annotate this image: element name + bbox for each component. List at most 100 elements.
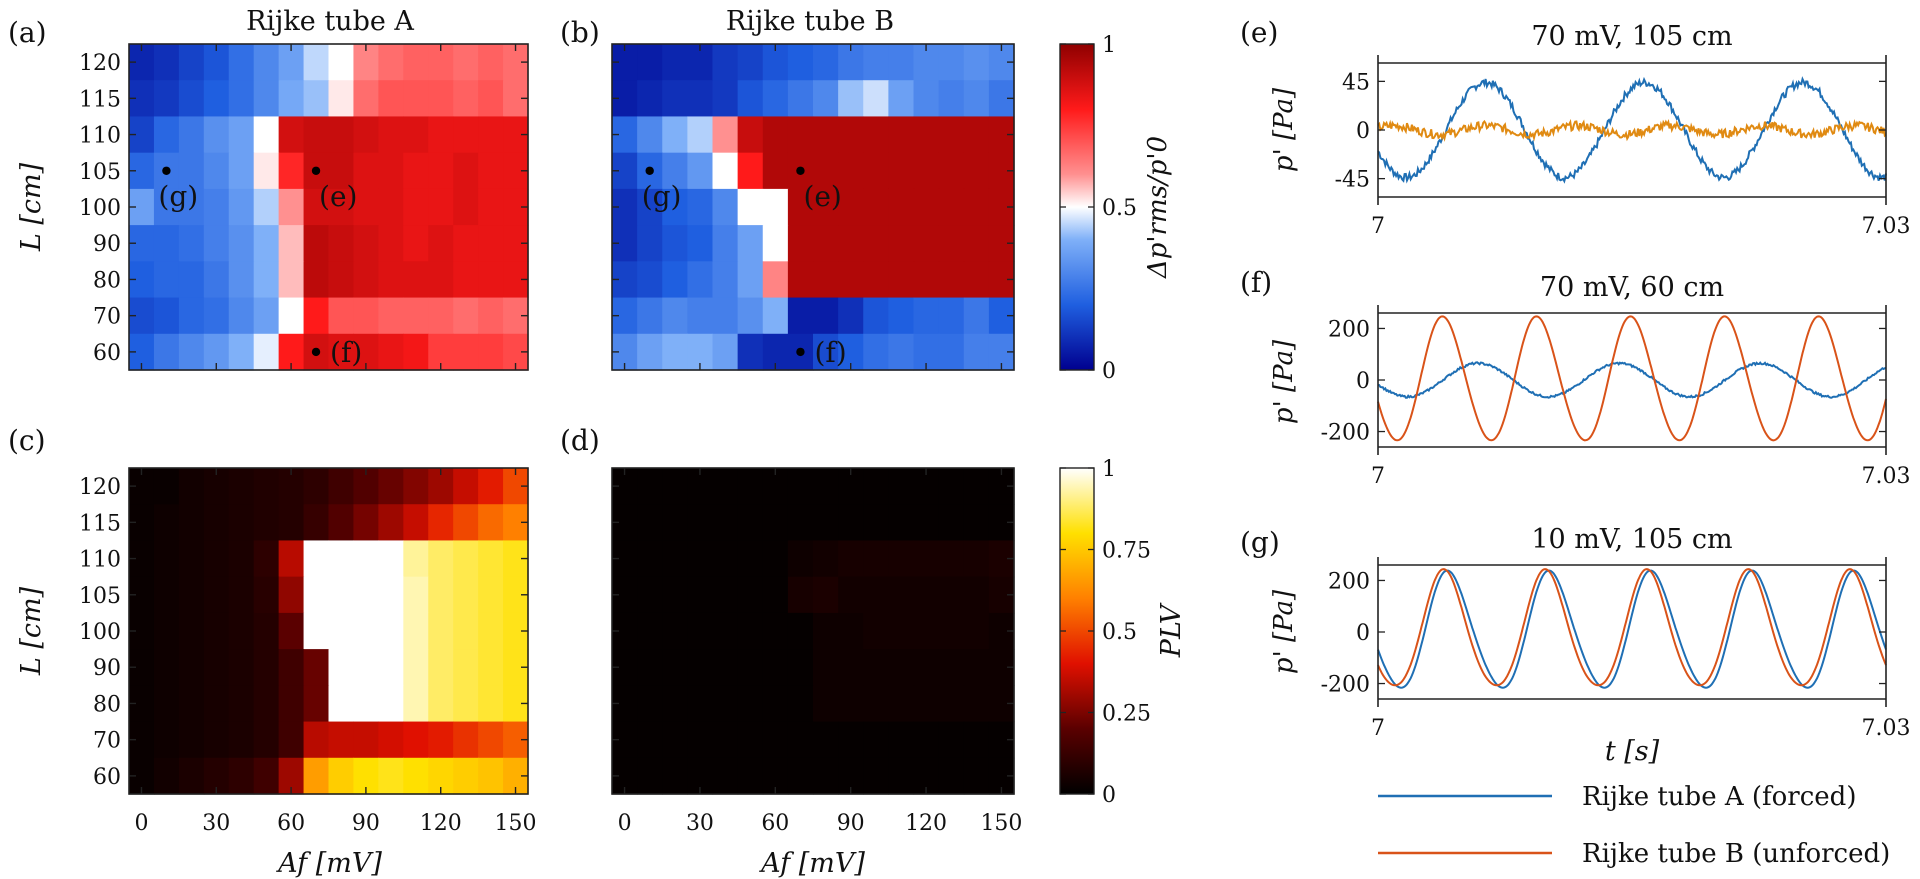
heatmap-cell [637, 116, 663, 154]
heatmap-cell [913, 576, 940, 614]
heatmap-cell [403, 152, 429, 190]
heatmap-cell [787, 188, 814, 226]
panel-title-a: Rijke tube A [246, 6, 414, 37]
marker-dot [311, 347, 321, 357]
heatmap-cell [637, 649, 663, 686]
heatmap-cell [662, 297, 688, 335]
heatmap-panel-d: (d) 0 30 60 90 120 150 Af [mV] [560, 424, 1022, 879]
x-tick-label: 0 [618, 811, 632, 836]
legend-label-a: Rijke tube A (forced) [1582, 782, 1856, 812]
heatmap-cell [762, 540, 789, 578]
heatmap-cell [478, 80, 504, 118]
panel-label-g: (g) [1240, 526, 1280, 559]
timeseries-panel-e: (e) 70 mV, 105 cm 45 0 -457 7.03 p' [Pa] [1240, 16, 1910, 239]
heatmap-cell [938, 685, 965, 723]
heatmap-cell [838, 649, 864, 686]
heatmap-cell [762, 504, 789, 542]
heatmap-cell [863, 152, 889, 190]
heatmap-cell [178, 188, 205, 226]
heatmap-cell [762, 152, 789, 190]
y-tick-label: -200 [1321, 421, 1370, 446]
heatmap-cell [428, 261, 454, 299]
heatmap-cell [153, 188, 180, 226]
heatmap-cell [737, 188, 764, 226]
heatmap-cell [637, 261, 663, 299]
heatmap-cell [712, 504, 739, 542]
heatmap-cell [863, 612, 889, 650]
heatmap-cell [278, 297, 305, 335]
heatmap-cell [938, 333, 965, 371]
heatmap-cell [963, 225, 990, 262]
heatmap-cell [662, 757, 688, 795]
heatmap-cell [813, 649, 839, 686]
y-tick-label: 90 [93, 656, 121, 681]
heatmap-cell [328, 116, 355, 154]
heatmap-cell [662, 649, 688, 686]
heatmap-cell [963, 757, 990, 795]
heatmap-cell [888, 188, 915, 226]
heatmap-cell [153, 540, 180, 578]
heatmap-cell [863, 576, 889, 614]
x-tick-label: 0 [134, 811, 148, 836]
heatmap-cell [813, 504, 839, 542]
heatmap-cell [328, 468, 355, 505]
heatmap-cell [178, 44, 205, 81]
heatmap-cell [787, 116, 814, 154]
heatmap-cell [253, 297, 280, 335]
heatmap-cell [863, 188, 889, 226]
x-tick-label: 120 [905, 811, 947, 836]
y-tick-label: 115 [79, 511, 121, 536]
heatmap-cell [203, 297, 230, 335]
series-line-tube-a [1377, 76, 1887, 184]
heatmap-cell [838, 612, 864, 650]
heatmap-cell [453, 576, 479, 614]
heatmap-cell [353, 261, 379, 299]
heatmap-cell [888, 540, 915, 578]
y-ticks-d [612, 485, 1014, 777]
y-tick-label: -45 [1335, 168, 1370, 193]
heatmap-cell [712, 721, 739, 759]
heatmap-cell [353, 297, 379, 335]
heatmap-cell [178, 225, 205, 262]
heatmap-cell [403, 540, 429, 578]
heatmap-cell [328, 333, 355, 371]
heatmap-cell [712, 685, 739, 723]
heatmap-cell [938, 44, 965, 81]
y-tick-label: 120 [79, 475, 121, 500]
heatmap-cell [303, 297, 330, 335]
heatmap-cell [353, 576, 379, 614]
heatmap-cell [913, 540, 940, 578]
heatmap-cell [712, 80, 739, 118]
marker-label: (f) [814, 336, 846, 369]
heatmap-cell [228, 152, 255, 190]
panel-label-e: (e) [1240, 16, 1278, 49]
heatmap-cell [403, 188, 429, 226]
heatmap-cell [278, 576, 305, 614]
heatmap-cell [813, 468, 839, 505]
heatmap-cell [888, 612, 915, 650]
heatmap-cell [203, 188, 230, 226]
heatmap-cell [662, 152, 688, 190]
y-tick-label: 70 [93, 729, 121, 754]
heatmap-cell [453, 612, 479, 650]
marker-label: (e) [319, 180, 357, 213]
heatmap-cell [938, 188, 965, 226]
heatmap-cell [353, 225, 379, 262]
heatmap-cell [712, 152, 739, 190]
heatmap-cell [762, 685, 789, 723]
y-tick-label: 45 [1342, 70, 1370, 95]
heatmap-cell [712, 44, 739, 81]
heatmap-cell [687, 188, 714, 226]
heatmap-cell [787, 540, 814, 578]
heatmap-cell [178, 540, 205, 578]
heatmap-cell [303, 576, 330, 614]
heatmap-cell [303, 261, 330, 299]
heatmap-cell [253, 504, 280, 542]
heatmap-cell [838, 152, 864, 190]
heatmap-cell [403, 576, 429, 614]
heatmap-cell [403, 757, 429, 795]
colorbar-tick-label: 0 [1102, 359, 1116, 384]
heatmap-cell [253, 188, 280, 226]
heatmap-cell [328, 80, 355, 118]
